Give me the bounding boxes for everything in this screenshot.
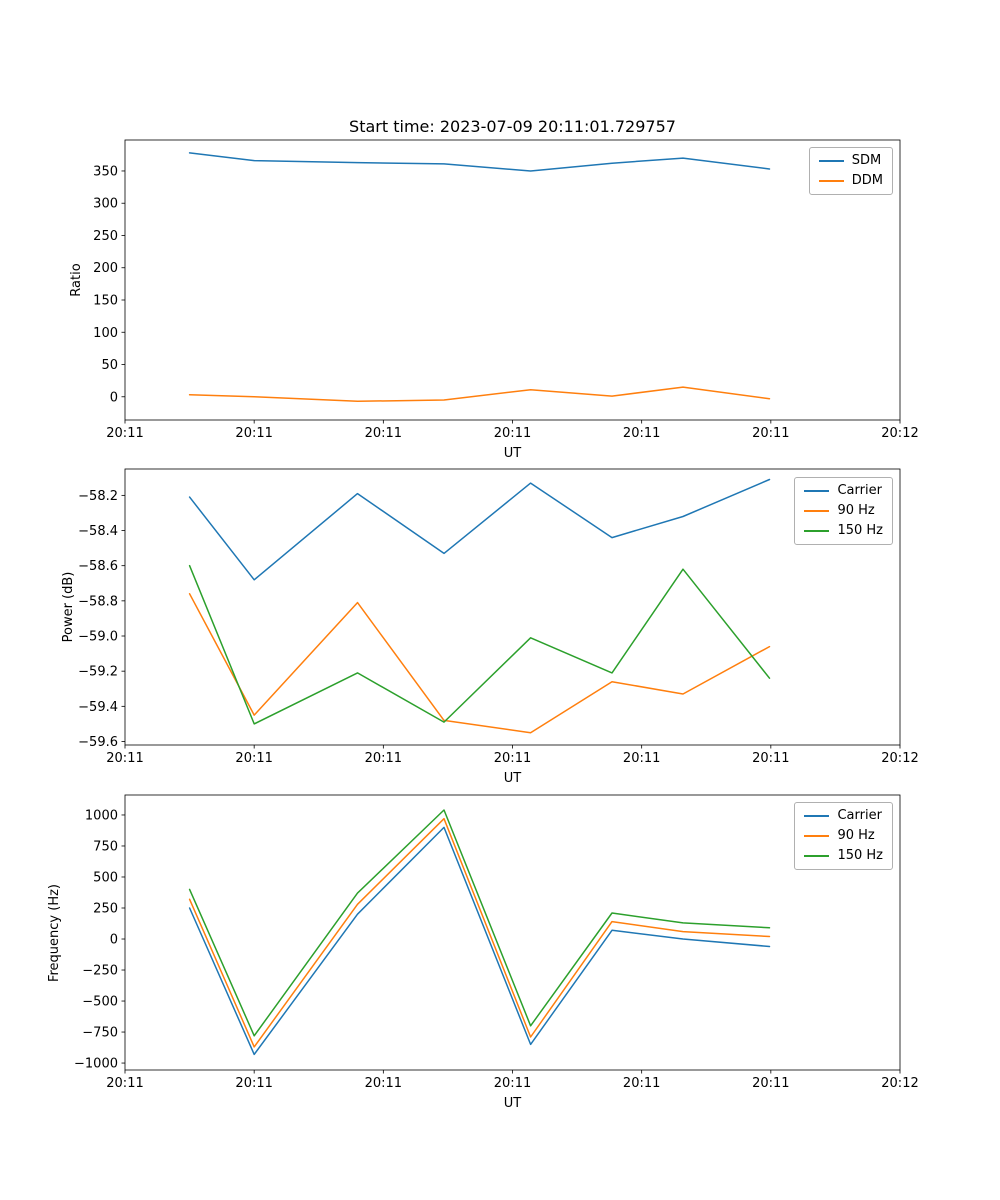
y-axis-tick-label: −59.6: [78, 735, 118, 750]
series-line-sdm: [188, 152, 771, 172]
x-axis-tick-label: 20:11: [365, 1076, 402, 1091]
series-line-150-hz: [188, 564, 771, 725]
legend-line-sample: [804, 855, 830, 857]
x-axis-tick-label: 20:11: [494, 426, 531, 441]
legend-label: SDM: [851, 153, 882, 168]
x-axis-tick-label: 20:11: [623, 751, 660, 766]
x-axis-tick-label: 20:11: [494, 1076, 531, 1091]
x-axis-tick-label: 20:11: [106, 751, 143, 766]
x-axis-tick-label: 20:11: [106, 426, 143, 441]
frequency-chart: UT Frequency (Hz) 20:11 20:11 20:11 20:11 20…: [47, 794, 919, 1111]
x-axis-title: UT: [504, 446, 522, 460]
x-axis-tick-label: 20:11: [106, 1076, 143, 1091]
x-axis-tick-label: 20:12: [881, 1076, 918, 1091]
legend-line-sample: [804, 815, 830, 817]
legend-line-sample: [804, 510, 830, 512]
y-axis-tick-label: 50: [101, 358, 118, 373]
y-axis-tick-label: −59.4: [78, 700, 118, 715]
y-axis-tick-label: 150: [93, 294, 118, 309]
legend-line-sample: [818, 180, 844, 182]
y-axis-tick-label: 200: [93, 261, 118, 276]
legend-label: DDM: [851, 173, 883, 188]
x-axis-tick-label: 20:11: [752, 1076, 789, 1091]
legend-label: Carrier: [837, 808, 882, 823]
legend-item-90hz: 90 Hz: [804, 829, 883, 843]
y-axis-tick-label: −59.0: [78, 630, 118, 645]
legend-frequency: Carrier 90 Hz 150 Hz: [794, 802, 893, 870]
x-axis-tick-label: 20:11: [235, 426, 272, 441]
y-axis-tick-label: 0: [110, 390, 118, 405]
x-axis-tick-label: 20:11: [623, 1076, 660, 1091]
plot-frame: [124, 794, 901, 1071]
series-line-90-hz: [188, 817, 771, 1048]
x-axis-tick-label: 20:11: [494, 751, 531, 766]
y-axis-tick-label: 250: [93, 229, 118, 244]
plot-frame: [124, 139, 901, 421]
y-axis-tick-label: −58.4: [78, 524, 118, 539]
x-axis-tick-label: 20:12: [881, 751, 918, 766]
y-axis-tick-label: 0: [110, 933, 118, 948]
series-line-150-hz: [188, 809, 771, 1037]
x-axis-title: UT: [504, 1096, 522, 1111]
x-axis-tick-label: 20:11: [752, 751, 789, 766]
x-axis-tick-label: 20:11: [365, 751, 402, 766]
legend-label: 90 Hz: [837, 503, 875, 518]
series-line-90-hz: [188, 593, 771, 734]
y-axis-tick-label: 500: [93, 870, 118, 885]
y-axis-title: Ratio: [69, 263, 84, 296]
y-axis-tick-label: −59.2: [78, 665, 118, 680]
figure-title: Start time: 2023-07-09 20:11:01.729757: [349, 117, 676, 136]
y-axis-tick-label: −250: [82, 964, 118, 979]
x-axis-tick-label: 20:11: [752, 426, 789, 441]
y-axis-tick-label: −58.8: [78, 594, 118, 609]
y-axis-tick-label: −58.2: [78, 489, 118, 504]
y-axis-title: Frequency (Hz): [47, 884, 62, 982]
legend-label: 90 Hz: [837, 828, 875, 843]
legend-item-sdm: SDM: [818, 153, 883, 168]
series-line-carrier: [188, 478, 771, 581]
y-axis-tick-label: −500: [82, 995, 118, 1010]
x-axis-tick-label: 20:12: [881, 426, 918, 441]
y-axis-title: Power (dB): [61, 572, 76, 643]
legend-line-sample: [804, 835, 830, 837]
legend-line-sample: [818, 160, 844, 162]
legend-ratio: SDM DDM: [808, 147, 893, 195]
legend-item-carrier: Carrier: [804, 484, 883, 498]
legend-item-carrier: Carrier: [804, 809, 883, 823]
legend-item-150hz: 150 Hz: [804, 849, 883, 863]
series-line-ddm: [188, 386, 771, 403]
legend-label: Carrier: [837, 483, 882, 498]
legend-item-90hz: 90 Hz: [804, 504, 883, 518]
x-axis-tick-label: 20:11: [235, 751, 272, 766]
legend-item-ddm: DDM: [818, 173, 883, 188]
y-axis-tick-label: 100: [93, 326, 118, 341]
y-axis-tick-label: −58.6: [78, 559, 118, 574]
ratio-chart: Start time: 2023-07-09 20:11:01.729757 U…: [69, 117, 919, 460]
legend-line-sample: [804, 530, 830, 532]
legend-label: 150 Hz: [837, 848, 883, 863]
y-axis-tick-label: 350: [93, 164, 118, 179]
x-axis-tick-label: 20:11: [365, 426, 402, 441]
y-axis-tick-label: −750: [82, 1026, 118, 1041]
y-axis-tick-label: 1000: [85, 808, 118, 823]
y-axis-tick-label: 250: [93, 902, 118, 917]
x-axis-tick-label: 20:11: [623, 426, 660, 441]
legend-label: 150 Hz: [837, 523, 883, 538]
power-chart: UT Power (dB) 20:11 20:11 20:11 20:11 20:11 2…: [61, 468, 919, 786]
legend-line-sample: [804, 490, 830, 492]
y-axis-tick-label: 750: [93, 839, 118, 854]
legend-item-150hz: 150 Hz: [804, 524, 883, 538]
plot-frame: [124, 468, 901, 746]
legend-power: Carrier 90 Hz 150 Hz: [794, 477, 893, 545]
x-axis-title: UT: [504, 771, 522, 786]
x-axis-tick-label: 20:11: [235, 1076, 272, 1091]
series-line-carrier: [188, 826, 771, 1056]
y-axis-tick-label: 300: [93, 197, 118, 212]
y-axis-tick-label: −1000: [74, 1057, 118, 1072]
